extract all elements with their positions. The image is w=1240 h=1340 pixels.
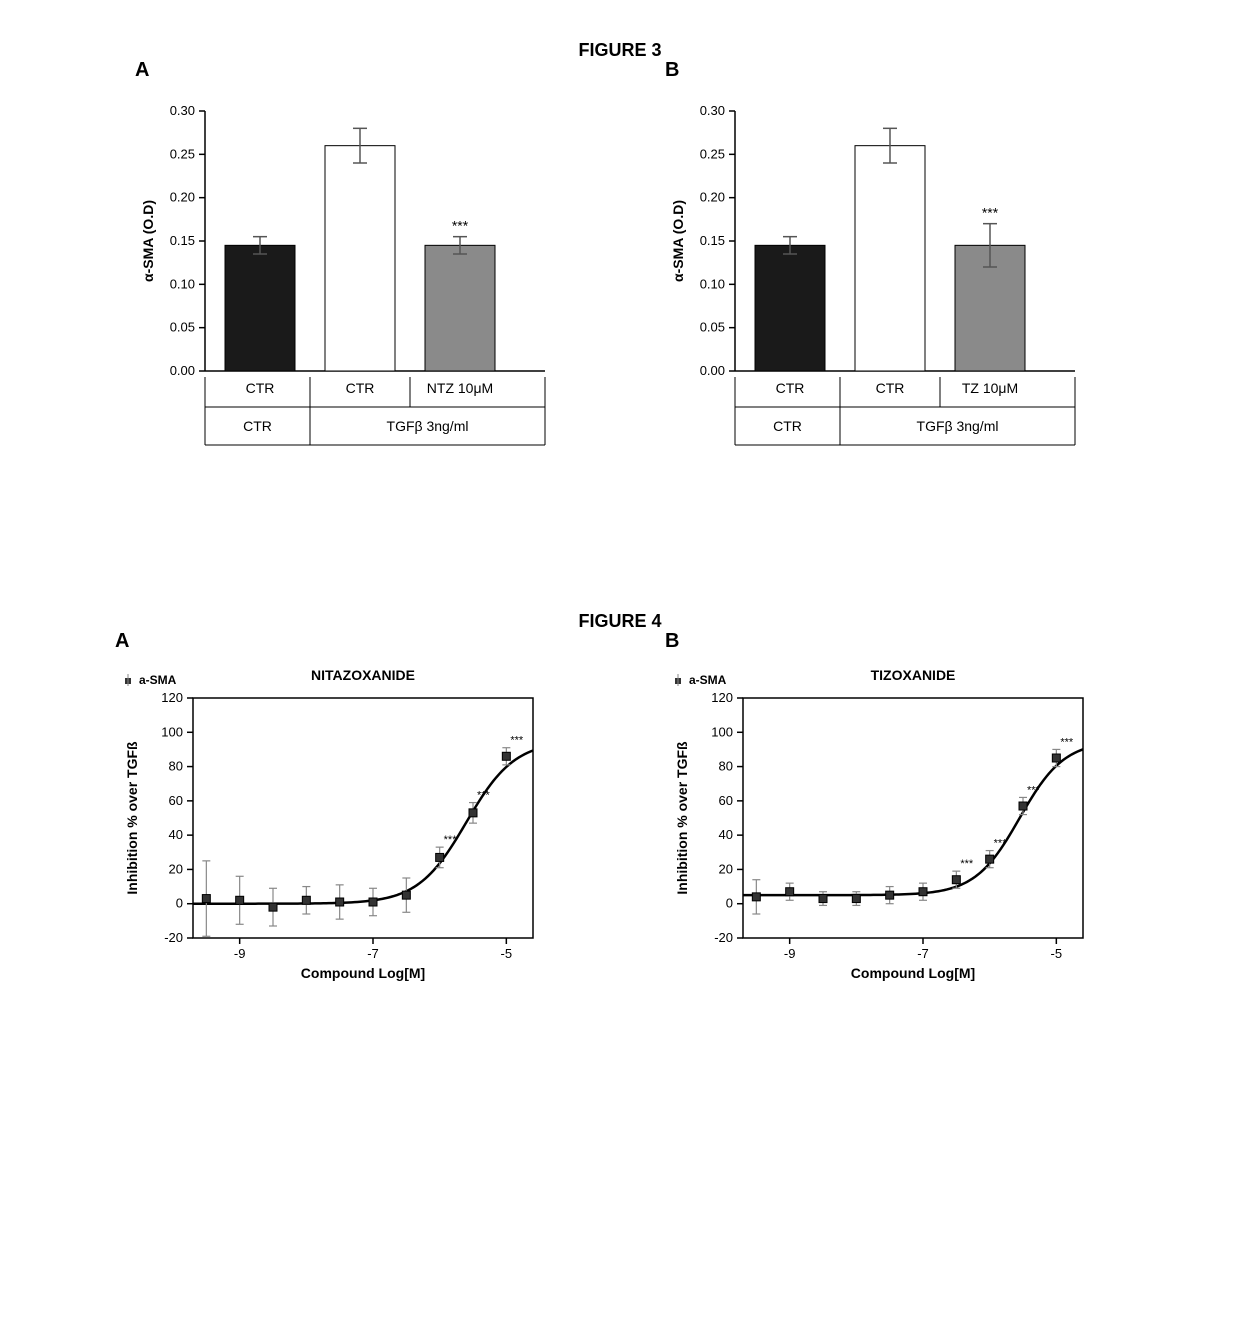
- svg-text:α-SMA (O.D): α-SMA (O.D): [670, 200, 686, 282]
- svg-text:NITAZOXANIDE: NITAZOXANIDE: [311, 667, 415, 683]
- svg-text:0: 0: [176, 896, 183, 911]
- svg-text:Inhibition % over TGFß: Inhibition % over TGFß: [674, 741, 690, 895]
- svg-text:***: ***: [1027, 784, 1041, 796]
- svg-text:***: ***: [510, 735, 524, 747]
- svg-text:NTZ 10μM: NTZ 10μM: [427, 380, 493, 396]
- svg-text:-20: -20: [164, 930, 183, 945]
- panel-b-letter: B: [665, 59, 679, 82]
- panel-a-letter: A: [135, 59, 149, 82]
- svg-text:0.00: 0.00: [170, 363, 195, 378]
- figure4-title: FIGURE 4: [40, 611, 1200, 632]
- figure3-panel-b: B 0.000.050.100.150.200.250.30α-SMA (O.D…: [665, 91, 1105, 491]
- svg-text:-7: -7: [917, 946, 929, 961]
- svg-text:20: 20: [169, 861, 183, 876]
- svg-text:20: 20: [719, 861, 733, 876]
- figure4-row: A a-SMANITAZOXANIDE-20020406080100120-9-…: [40, 662, 1200, 992]
- svg-text:120: 120: [161, 690, 183, 705]
- svg-text:100: 100: [711, 724, 733, 739]
- svg-text:***: ***: [960, 858, 974, 870]
- svg-text:0.20: 0.20: [700, 190, 725, 205]
- svg-text:0.10: 0.10: [700, 276, 725, 291]
- svg-text:CTR: CTR: [246, 380, 275, 396]
- figure4a-chart: a-SMA NITAZOXANIDE -20 0 20 40 60 80 100 120 -9 -7 -…: [115, 662, 575, 992]
- svg-text:Compound Log[M]: Compound Log[M]: [851, 965, 975, 981]
- svg-text:120: 120: [711, 690, 733, 705]
- svg-text:-5: -5: [501, 946, 513, 961]
- svg-text:***: ***: [982, 205, 999, 221]
- svg-text:***: ***: [452, 218, 469, 234]
- svg-text:TIZOXANIDE: TIZOXANIDE: [871, 667, 956, 683]
- svg-text:***: ***: [477, 790, 491, 802]
- svg-text:0.00: 0.00: [700, 363, 725, 378]
- figure3-panel-a: A 0.000.050.100.150.200.250.30α-SMA (O.D…: [135, 91, 575, 491]
- figure3a-chart: 0.00 0.05 0.10 0.15 0.20 0.25 0.30 α-SMA (O.D) C…: [135, 91, 575, 491]
- svg-text:60: 60: [719, 793, 733, 808]
- svg-text:Compound Log[M]: Compound Log[M]: [301, 965, 425, 981]
- figure4b-chart: a-SMA TIZOXANIDE -20 0 20 40 60 80 100 120 -9 -7 -5 C…: [665, 662, 1125, 992]
- svg-text:-9: -9: [784, 946, 796, 961]
- svg-text:0.15: 0.15: [170, 233, 195, 248]
- svg-text:40: 40: [169, 827, 183, 842]
- figure4-panel-b: B a-SMATIZOXANIDE-20020406080100120-9-7-…: [665, 662, 1125, 992]
- svg-text:-20: -20: [714, 930, 733, 945]
- svg-text:-5: -5: [1051, 946, 1063, 961]
- svg-text:0.20: 0.20: [170, 190, 195, 205]
- svg-text:Inhibition % over TGFß: Inhibition % over TGFß: [124, 741, 140, 895]
- figure3b-chart: 0.00 0.05 0.10 0.15 0.20 0.25 0.30 α-SMA (O.D) C…: [665, 91, 1105, 491]
- svg-text:0.05: 0.05: [170, 320, 195, 335]
- svg-text:a-SMA: a-SMA: [689, 673, 727, 687]
- figure3-row: A 0.000.050.100.150.200.250.30α-SMA (O.D…: [40, 91, 1200, 491]
- svg-text:0.30: 0.30: [170, 103, 195, 118]
- svg-text:***: ***: [1060, 736, 1074, 748]
- svg-text:0.30: 0.30: [700, 103, 725, 118]
- svg-text:TGFβ 3ng/ml: TGFβ 3ng/ml: [387, 418, 469, 434]
- svg-text:CTR: CTR: [876, 380, 905, 396]
- svg-text:0.10: 0.10: [170, 276, 195, 291]
- svg-text:CTR: CTR: [346, 380, 375, 396]
- panel-a-letter-4: A: [115, 630, 129, 653]
- svg-text:TGFβ 3ng/ml: TGFβ 3ng/ml: [917, 418, 999, 434]
- svg-text:α-SMA (O.D): α-SMA (O.D): [140, 200, 156, 282]
- svg-text:80: 80: [169, 759, 183, 774]
- svg-text:***: ***: [994, 838, 1008, 850]
- svg-text:CTR: CTR: [243, 418, 272, 434]
- svg-text:***: ***: [444, 834, 458, 846]
- svg-text:0.05: 0.05: [700, 320, 725, 335]
- figure4-panel-a: A a-SMANITAZOXANIDE-20020406080100120-9-…: [115, 662, 575, 992]
- svg-text:-9: -9: [234, 946, 246, 961]
- svg-text:TZ 10μM: TZ 10μM: [962, 380, 1018, 396]
- svg-text:40: 40: [719, 827, 733, 842]
- svg-text:80: 80: [719, 759, 733, 774]
- svg-text:a-SMA: a-SMA: [139, 673, 177, 687]
- svg-text:0.25: 0.25: [170, 146, 195, 161]
- panel-b-letter-4: B: [665, 630, 679, 653]
- svg-text:0: 0: [726, 896, 733, 911]
- svg-text:0.25: 0.25: [700, 146, 725, 161]
- svg-text:CTR: CTR: [773, 418, 802, 434]
- svg-text:100: 100: [161, 724, 183, 739]
- svg-text:-7: -7: [367, 946, 379, 961]
- svg-text:0.15: 0.15: [700, 233, 725, 248]
- svg-text:60: 60: [169, 793, 183, 808]
- figure3-title: FIGURE 3: [40, 40, 1200, 61]
- svg-text:CTR: CTR: [776, 380, 805, 396]
